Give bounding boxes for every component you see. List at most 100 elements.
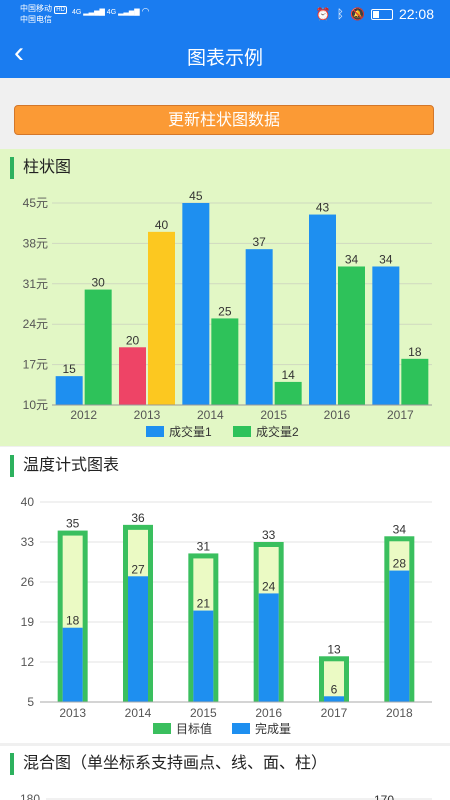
hd-badge: HD: [54, 6, 67, 14]
bar: [309, 214, 336, 405]
data-label: 40: [155, 218, 169, 232]
x-tick-label: 2013: [59, 706, 86, 720]
bar: [182, 203, 210, 405]
y-tick-label: 26: [21, 575, 35, 589]
page-title: 图表示例: [186, 48, 263, 69]
y-tick-label: 17元: [23, 358, 48, 372]
data-label: 33: [262, 528, 276, 542]
bar-chart: 10元 17元 24元 31元 38元 45元 15 30 2012 20 40 2013 45 25 20…: [23, 189, 432, 439]
status-right: ⏰ ᛒ 🔕 22:08: [316, 6, 434, 22]
bar: [55, 376, 83, 405]
y-tick-label: 19: [21, 615, 35, 629]
alarm-icon: ⏰: [315, 7, 331, 21]
legend-swatch: [233, 426, 251, 437]
mixed-chart-card: 混合图（单坐标系支持画点、线、面、柱） 180 170: [0, 746, 450, 800]
legend-swatch: [146, 426, 164, 437]
signal-bars-icon: ▂▃▅▇: [118, 9, 140, 16]
clock: 22:08: [398, 6, 434, 22]
y-tick-label: 45元: [23, 196, 48, 210]
battery-icon: [370, 8, 393, 20]
actual-bar: [258, 593, 279, 702]
mixed-chart-title: 混合图（单坐标系支持画点、线、面、柱）: [10, 753, 327, 775]
legend-swatch: [232, 723, 250, 734]
x-tick-label: 2018: [386, 706, 413, 720]
data-label: 28: [393, 557, 407, 571]
data-label: 27: [131, 562, 145, 576]
signal-1-label: 4G: [72, 9, 82, 16]
data-label: 45: [189, 189, 203, 203]
legend-label: 成交量2: [256, 424, 299, 439]
data-label: 14: [281, 368, 295, 382]
wifi-icon: ◠: [141, 6, 150, 16]
thermometer-chart-title: 温度计式图表: [10, 455, 119, 477]
data-label: 34: [393, 522, 407, 536]
mute-icon: 🔕: [350, 7, 365, 21]
bar: [274, 381, 302, 405]
data-label: 36: [131, 511, 145, 525]
carrier-2: 中国电信: [20, 15, 52, 24]
x-tick-label: 2017: [321, 706, 348, 720]
x-tick-label: 2013: [134, 408, 161, 422]
bar: [84, 289, 112, 405]
signal-bars-icon: ▂▃▅▇: [83, 9, 105, 16]
x-tick-label: 2016: [324, 408, 351, 422]
y-tick-label: 180: [20, 792, 40, 800]
target-bar-inner: [324, 661, 344, 702]
data-label: 34: [345, 252, 359, 266]
data-label: 6: [331, 682, 338, 696]
x-tick-label: 2015: [190, 706, 217, 720]
signal-indicators: 4G ▂▃▅▇ 4G ▂▃▅▇ ◠: [72, 6, 149, 17]
y-tick-label: 24元: [23, 317, 48, 331]
data-label: 31: [197, 539, 211, 553]
bar: [245, 249, 273, 405]
actual-bar: [128, 576, 148, 702]
back-icon[interactable]: ‹: [14, 36, 24, 69]
x-tick-label: 2014: [197, 408, 224, 422]
thermometer-chart-card: 温度计式图表 5 12 19 26 33 40 35 18 2013 36 27 2014 31 21 20…: [0, 447, 450, 743]
data-label: 20: [126, 333, 140, 347]
x-tick-label: 2016: [255, 706, 282, 720]
legend-label: 目标值: [176, 721, 212, 736]
actual-bar: [389, 570, 410, 702]
data-label: 35: [66, 517, 80, 531]
nav-bar: ‹ 图表示例: [0, 30, 450, 78]
data-label: 18: [408, 345, 422, 359]
y-tick-label: 31元: [23, 277, 48, 291]
bar: [148, 231, 175, 405]
update-bar-data-button[interactable]: 更新柱状图数据: [14, 105, 434, 135]
y-tick-label: 38元: [23, 236, 48, 250]
actual-bar: [324, 696, 344, 702]
thermometer-chart: 5 12 19 26 33 40 35 18 2013 36 27 2014 31 21 2015 33 24 2…: [21, 495, 432, 736]
actual-bar: [193, 610, 214, 702]
x-tick-label: 2017: [387, 408, 414, 422]
mixed-chart: 180 170: [20, 792, 432, 800]
data-label: 34: [379, 252, 393, 266]
actual-bar: [62, 627, 83, 702]
y-tick-label: 10元: [23, 398, 48, 412]
data-label: 13: [327, 642, 341, 656]
data-label: 30: [91, 276, 105, 290]
data-label: 43: [316, 201, 330, 215]
data-label: 15: [62, 362, 76, 376]
carrier-1: 中国移动: [20, 4, 52, 13]
bar-chart-card: 柱状图 10元 17元 24元 31元 38元 45元 15 30 2012 20 40 2013 45…: [0, 149, 450, 446]
data-label: 25: [218, 304, 232, 318]
carrier-info: 中国移动 HD 中国电信: [20, 4, 67, 25]
data-label: 37: [252, 235, 266, 249]
x-tick-label: 2014: [125, 706, 152, 720]
y-tick-label: 33: [21, 535, 35, 549]
bar: [211, 318, 239, 405]
bluetooth-icon: ᛒ: [336, 7, 344, 21]
legend-label: 成交量1: [169, 424, 212, 439]
signal-2-label: 4G: [106, 9, 117, 16]
data-label: 21: [197, 597, 211, 611]
bar: [401, 358, 429, 405]
bar-chart-title: 柱状图: [10, 157, 71, 179]
x-tick-label: 2015: [260, 408, 287, 422]
legend-label: 完成量: [255, 721, 291, 736]
bar: [338, 266, 365, 405]
y-tick-label: 40: [21, 495, 35, 509]
legend-swatch: [153, 723, 171, 734]
y-tick-label: 5: [27, 695, 34, 709]
x-tick-label: 2012: [70, 408, 97, 422]
